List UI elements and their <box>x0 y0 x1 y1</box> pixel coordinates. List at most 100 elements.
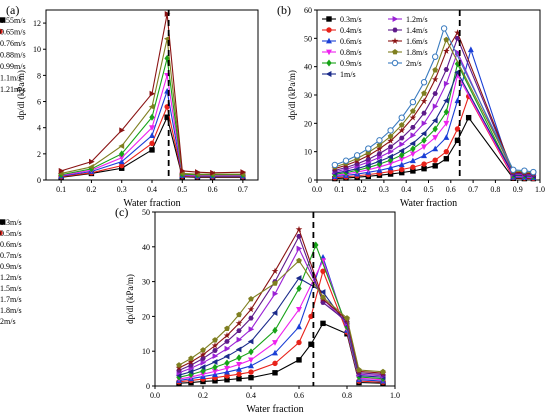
data-point <box>271 309 278 316</box>
x-axis-label: Water fraction <box>123 198 180 209</box>
data-point <box>421 110 427 116</box>
y-tick-label: 20 <box>304 119 312 128</box>
data-point <box>380 368 386 375</box>
data-point <box>179 167 186 174</box>
x-tick-label: 0.2 <box>198 391 208 400</box>
data-point <box>443 47 450 54</box>
panel-label: (b) <box>277 3 291 17</box>
legend-entry: 0.76m/s <box>0 39 26 48</box>
legend-marker <box>326 49 332 56</box>
data-point <box>387 127 394 134</box>
data-point <box>421 161 427 167</box>
data-point <box>224 325 230 331</box>
data-point <box>248 315 254 321</box>
data-point <box>200 359 207 366</box>
data-point <box>387 161 394 167</box>
data-point <box>212 353 219 360</box>
legend-entry: 1.5m/s <box>0 284 22 293</box>
data-point <box>409 157 416 164</box>
data-point <box>119 162 125 169</box>
data-point <box>175 364 183 371</box>
data-point <box>212 363 218 371</box>
y-tick-label: 0 <box>308 176 312 185</box>
data-point <box>420 97 428 105</box>
data-point <box>410 164 416 170</box>
data-point <box>119 127 125 134</box>
data-point <box>236 336 243 343</box>
data-point <box>248 348 254 356</box>
data-point <box>454 69 460 76</box>
data-point <box>308 341 314 347</box>
data-point <box>376 142 383 148</box>
data-point <box>296 357 302 363</box>
data-point <box>356 367 362 373</box>
x-axis-label: Water fraction <box>246 404 303 415</box>
legend-entry: 0.6m/s <box>0 240 22 249</box>
data-point <box>200 367 206 375</box>
data-point <box>296 234 302 239</box>
data-point <box>387 133 394 139</box>
data-point <box>454 29 461 36</box>
data-point <box>149 113 155 121</box>
data-point <box>387 153 394 160</box>
data-point <box>420 79 428 86</box>
legend-entry: 0.9m/s <box>340 59 362 68</box>
x-tick-label: 0.5 <box>424 185 434 194</box>
y-axis-label: dp/dl (kPa/m) <box>16 70 26 120</box>
legend-marker <box>326 16 332 22</box>
legend-entry: 0.6m/s <box>340 37 362 46</box>
legend-marker <box>326 37 332 44</box>
y-tick-label: 60 <box>304 6 312 15</box>
data-point <box>236 311 242 318</box>
data-point <box>454 60 461 68</box>
legend-entry: 0.7m/s <box>0 251 22 260</box>
data-point <box>409 151 416 158</box>
y-tick-label: 4 <box>37 124 41 133</box>
legend-entry: 1.8m/s <box>406 48 428 57</box>
data-point <box>431 75 439 83</box>
legend-entry: 0.65m/s <box>0 28 26 37</box>
data-point <box>118 143 125 149</box>
data-point <box>194 169 201 176</box>
data-point <box>467 46 474 53</box>
data-point <box>224 339 230 344</box>
legend-marker <box>0 230 3 236</box>
data-point <box>236 361 242 368</box>
data-point <box>200 371 206 378</box>
y-tick-label: 10 <box>304 148 312 157</box>
legend-marker <box>0 17 6 23</box>
data-point <box>353 152 361 159</box>
series-line <box>178 269 384 383</box>
data-point <box>224 345 231 352</box>
data-point <box>272 370 278 376</box>
legend: 0.55m/s 0.65m/s 0.76m/s 0.88m/s 0.99m/s 1.1m/… <box>0 16 26 94</box>
data-point <box>313 241 319 249</box>
data-point <box>164 54 170 62</box>
series-line <box>334 47 534 179</box>
data-point <box>432 145 439 152</box>
data-point <box>399 141 405 148</box>
data-point <box>376 151 383 156</box>
data-point <box>399 135 405 141</box>
data-point <box>149 132 155 138</box>
legend-entry: 1.21m/s <box>0 85 26 94</box>
data-point <box>164 10 171 17</box>
data-point <box>200 347 206 353</box>
data-point <box>432 91 438 96</box>
panel-b: 0.0 0.1 0.2 0.3 0.4 0.5 0.6 0.7 0.8 0.9 1.0 0 10 20 30… <box>277 3 545 209</box>
data-point <box>320 320 326 327</box>
data-point <box>410 132 417 139</box>
data-point <box>210 169 216 176</box>
x-tick-label: 0.6 <box>446 185 456 194</box>
data-point <box>248 362 254 369</box>
data-point <box>224 368 230 375</box>
data-point <box>236 328 242 334</box>
data-point <box>454 137 461 144</box>
data-point <box>199 351 207 358</box>
data-point <box>240 169 247 176</box>
series-line <box>178 277 384 378</box>
data-point <box>295 225 303 233</box>
x-tick-label: 0.8 <box>342 391 352 400</box>
legend-entry: 1m/s <box>340 70 356 79</box>
